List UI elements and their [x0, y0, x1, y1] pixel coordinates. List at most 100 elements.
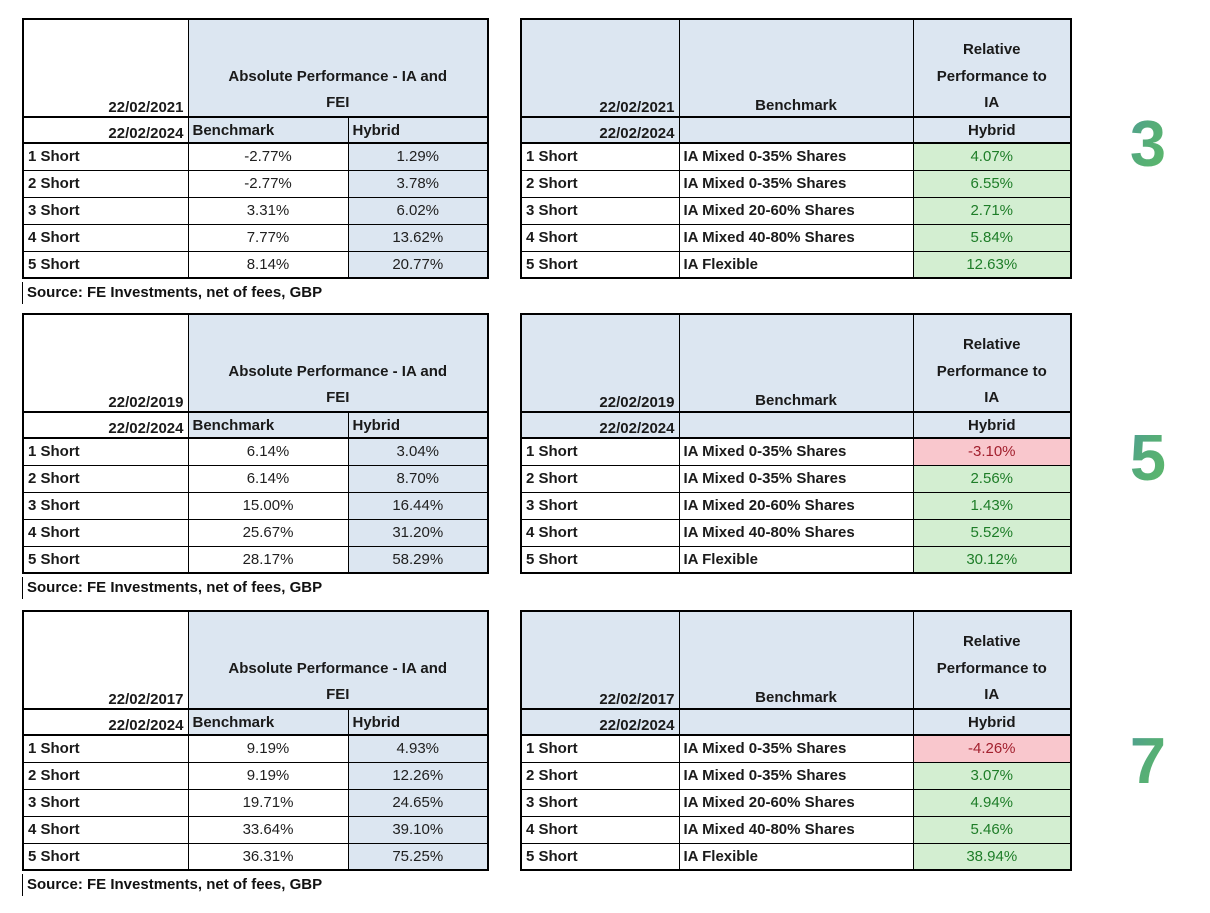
benchmark-value: 9.19%: [187, 734, 349, 763]
row-label: 4 Short: [520, 223, 680, 252]
hybrid-value: 16.44%: [347, 491, 489, 520]
benchmark-value: -2.77%: [187, 169, 349, 198]
absolute-performance-table: 22/02/2019 Absolute Performance - IA and…: [22, 313, 489, 574]
table-group-7yr: 22/02/2017 Absolute Performance - IA and…: [0, 610, 1210, 905]
benchmark-name: IA Mixed 0-35% Shares: [678, 142, 914, 171]
table-row: 3 Short 15.00% 16.44%: [22, 491, 489, 520]
row-label: 1 Short: [22, 142, 189, 171]
col-header-hybrid: Hybrid: [347, 411, 489, 439]
benchmark-name: IA Mixed 40-80% Shares: [678, 815, 914, 844]
relative-value: 2.56%: [912, 464, 1072, 493]
table-title: Absolute Performance - IA and FEI: [187, 18, 489, 118]
row-label: 2 Short: [22, 464, 189, 493]
hybrid-value: 75.25%: [347, 842, 489, 871]
table-row: 5 Short IA Flexible 12.63%: [520, 250, 1072, 279]
relative-value: 5.46%: [912, 815, 1072, 844]
group-number: 3: [1116, 111, 1180, 176]
row-label: 1 Short: [520, 142, 680, 171]
benchmark-value: 36.31%: [187, 842, 349, 871]
relative-value: 6.55%: [912, 169, 1072, 198]
benchmark-value: 19.71%: [187, 788, 349, 817]
row-label: 2 Short: [520, 464, 680, 493]
table-row: 5 Short IA Flexible 38.94%: [520, 842, 1072, 871]
table-title: Relative Performance to IA: [912, 18, 1072, 118]
benchmark-name: IA Flexible: [678, 250, 914, 279]
row-label: 5 Short: [520, 842, 680, 871]
benchmark-value: 3.31%: [187, 196, 349, 225]
relative-value: 4.94%: [912, 788, 1072, 817]
table-row: 5 Short 28.17% 58.29%: [22, 545, 489, 574]
hybrid-value: 31.20%: [347, 518, 489, 547]
col-header-benchmark: Benchmark: [678, 610, 914, 710]
group-number: 5: [1116, 425, 1180, 490]
col-header-benchmark: Benchmark: [187, 116, 349, 144]
row-label: 5 Short: [520, 250, 680, 279]
col-header-hybrid: Hybrid: [347, 708, 489, 736]
benchmark-name: IA Mixed 0-35% Shares: [678, 437, 914, 466]
benchmark-name: IA Mixed 20-60% Shares: [678, 491, 914, 520]
table-row: 3 Short IA Mixed 20-60% Shares 2.71%: [520, 196, 1072, 225]
table-group-3yr: 22/02/2021 Absolute Performance - IA and…: [0, 18, 1210, 313]
relative-value: -3.10%: [912, 437, 1072, 466]
relative-performance-table: 22/02/2021 Benchmark Relative Performanc…: [520, 18, 1072, 279]
row-label: 2 Short: [520, 169, 680, 198]
period-start-date: 22/02/2017: [22, 610, 189, 710]
hybrid-value: 3.04%: [347, 437, 489, 466]
table-row: 1 Short 9.19% 4.93%: [22, 734, 489, 763]
table-title: Absolute Performance - IA and FEI: [187, 313, 489, 413]
row-label: 4 Short: [22, 815, 189, 844]
row-label: 4 Short: [22, 518, 189, 547]
benchmark-value: 33.64%: [187, 815, 349, 844]
absolute-performance-table: 22/02/2021 Absolute Performance - IA and…: [22, 18, 489, 279]
period-start-date: 22/02/2019: [520, 313, 680, 413]
source-note: Source: FE Investments, net of fees, GBP: [22, 282, 467, 304]
empty-header-cell: [678, 708, 914, 736]
benchmark-value: 6.14%: [187, 437, 349, 466]
relative-value: 5.84%: [912, 223, 1072, 252]
table-row: 1 Short 6.14% 3.04%: [22, 437, 489, 466]
table-row: 4 Short 33.64% 39.10%: [22, 815, 489, 844]
table-row: 2 Short IA Mixed 0-35% Shares 6.55%: [520, 169, 1072, 198]
relative-value: 1.43%: [912, 491, 1072, 520]
table-title: Relative Performance to IA: [912, 313, 1072, 413]
hybrid-value: 3.78%: [347, 169, 489, 198]
row-label: 5 Short: [22, 842, 189, 871]
benchmark-name: IA Flexible: [678, 545, 914, 574]
benchmark-name: IA Mixed 20-60% Shares: [678, 788, 914, 817]
hybrid-value: 8.70%: [347, 464, 489, 493]
row-label: 4 Short: [22, 223, 189, 252]
col-header-hybrid: Hybrid: [912, 708, 1072, 736]
hybrid-value: 4.93%: [347, 734, 489, 763]
table-row: 4 Short 7.77% 13.62%: [22, 223, 489, 252]
row-label: 2 Short: [22, 761, 189, 790]
benchmark-name: IA Mixed 0-35% Shares: [678, 169, 914, 198]
row-label: 5 Short: [22, 545, 189, 574]
relative-performance-table: 22/02/2017 Benchmark Relative Performanc…: [520, 610, 1072, 871]
benchmark-name: IA Mixed 40-80% Shares: [678, 518, 914, 547]
relative-value: -4.26%: [912, 734, 1072, 763]
row-label: 3 Short: [520, 196, 680, 225]
col-header-benchmark: Benchmark: [187, 411, 349, 439]
table-row: 4 Short IA Mixed 40-80% Shares 5.52%: [520, 518, 1072, 547]
relative-value: 5.52%: [912, 518, 1072, 547]
absolute-performance-table: 22/02/2017 Absolute Performance - IA and…: [22, 610, 489, 871]
col-header-hybrid: Hybrid: [347, 116, 489, 144]
period-end-date: 22/02/2024: [520, 708, 680, 736]
benchmark-value: 25.67%: [187, 518, 349, 547]
row-label: 3 Short: [520, 788, 680, 817]
period-start-date: 22/02/2019: [22, 313, 189, 413]
hybrid-value: 20.77%: [347, 250, 489, 279]
empty-header-cell: [678, 411, 914, 439]
table-row: 2 Short -2.77% 3.78%: [22, 169, 489, 198]
table-group-5yr: 22/02/2019 Absolute Performance - IA and…: [0, 313, 1210, 608]
row-label: 3 Short: [22, 788, 189, 817]
hybrid-value: 1.29%: [347, 142, 489, 171]
group-number: 7: [1116, 728, 1180, 793]
period-start-date: 22/02/2021: [520, 18, 680, 118]
table-title: Absolute Performance - IA and FEI: [187, 610, 489, 710]
col-header-benchmark: Benchmark: [678, 18, 914, 118]
table-row: 5 Short 36.31% 75.25%: [22, 842, 489, 871]
table-row: 4 Short IA Mixed 40-80% Shares 5.84%: [520, 223, 1072, 252]
benchmark-name: IA Flexible: [678, 842, 914, 871]
